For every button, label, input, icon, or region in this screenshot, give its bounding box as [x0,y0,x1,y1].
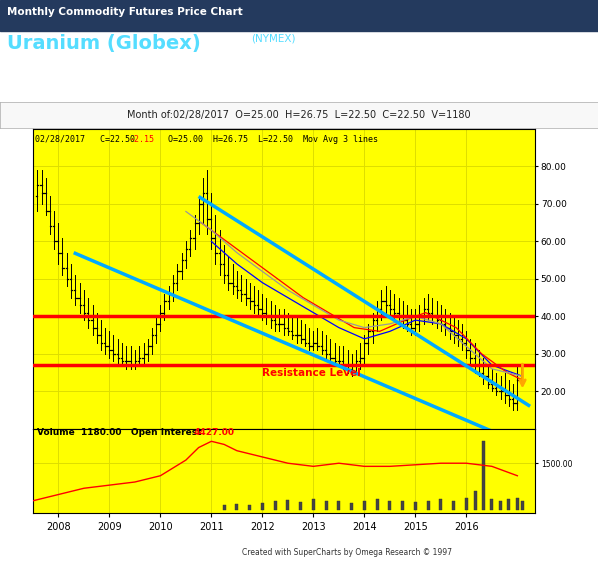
Bar [452,502,455,510]
Bar [261,503,264,510]
Bar [474,491,477,510]
Bar [440,499,443,510]
Bar [388,501,392,510]
Bar [521,501,524,510]
Text: Volume  1180.00   Open Interest: Volume 1180.00 Open Interest [37,428,208,437]
Bar [376,499,379,510]
Text: Monthly Commodity Futures Price Chart: Monthly Commodity Futures Price Chart [7,7,243,17]
Bar [312,499,315,510]
Bar [481,442,485,510]
Text: -2.15: -2.15 [130,135,155,144]
Bar [248,504,251,510]
Bar [414,502,417,510]
Bar [222,505,225,510]
Bar [465,498,468,510]
Text: TFC Commodity Charts: TFC Commodity Charts [7,73,158,86]
Bar [350,503,353,510]
Bar [337,501,340,510]
Text: O=25.00  H=26.75  L=22.50  Mov Avg 3 lines: O=25.00 H=26.75 L=22.50 Mov Avg 3 lines [158,135,378,144]
Bar [499,502,502,510]
Bar [426,501,429,510]
Bar [401,502,404,510]
Text: 02/28/2017   C=22.50: 02/28/2017 C=22.50 [35,135,145,144]
Text: Month of:02/28/2017  O=25.00  H=26.75  L=22.50  C=22.50  V=1180: Month of:02/28/2017 O=25.00 H=26.75 L=22… [127,110,471,120]
Text: Created with SuperCharts by Omega Research © 1997: Created with SuperCharts by Omega Resear… [242,548,452,557]
Bar [507,499,510,510]
Text: Uranium (Globex): Uranium (Globex) [7,34,201,53]
Bar [516,498,519,510]
Bar [490,499,493,510]
Bar [236,504,239,510]
Text: (NYMEX): (NYMEX) [251,34,295,44]
Text: 4427.00: 4427.00 [194,428,234,437]
Bar [0,0,598,31]
Bar [363,502,366,510]
Text: Trade Uranium (Globex) now with:: Trade Uranium (Globex) now with: [311,70,478,80]
Bar [325,502,328,510]
Text: Resistance Level: Resistance Level [263,367,361,378]
Bar [274,502,277,510]
Bar [286,500,289,510]
Bar [299,502,302,510]
